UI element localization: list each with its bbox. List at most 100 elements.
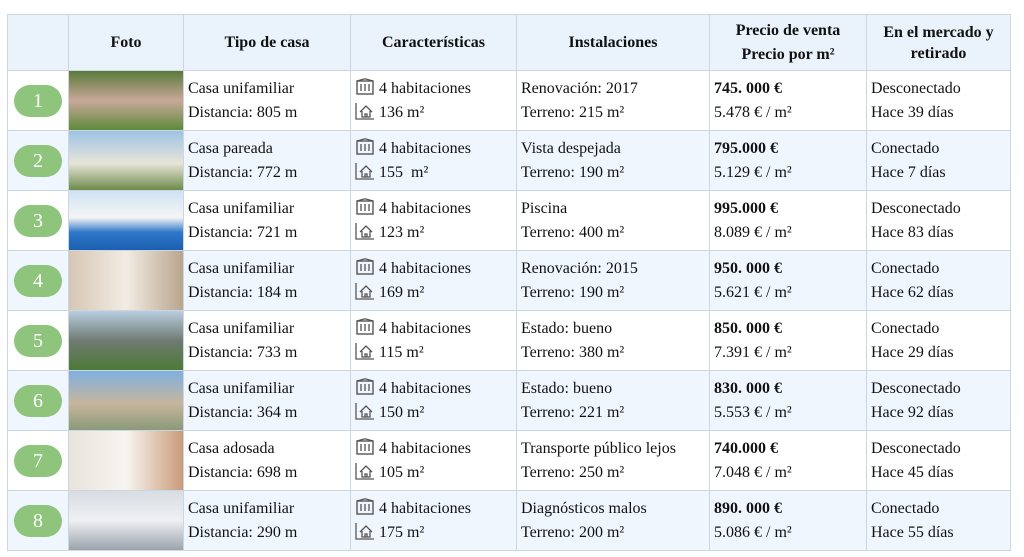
table-row: 5 Casa unifamiliar Distancia: 733 m 4 habit… [7, 310, 1011, 371]
feature: Piscina [521, 199, 568, 217]
price-per-m2: 5.478 € / m² [714, 103, 792, 121]
area-icon [355, 462, 374, 480]
header-cell: Precio de venta Precio por m² [709, 14, 867, 71]
market-cell: Desconectado Hace 92 días [866, 370, 1011, 431]
land-area: Terreno: 380 m² [521, 343, 625, 361]
house-photo [69, 491, 183, 550]
price: 950. 000 € [714, 259, 782, 277]
days-on-market: Hace 29 días [871, 343, 954, 361]
price-per-m2: 5.086 € / m² [714, 523, 792, 541]
table-body: 1 Casa unifamiliar Distancia: 805 m 4 habit… [7, 70, 1011, 551]
house-photo [69, 131, 183, 190]
house-type: Casa unifamiliar [188, 79, 295, 97]
price: 995.000 € [714, 199, 778, 217]
header-cell: Características [350, 14, 517, 71]
market-cell: Conectado Hace 7 días [866, 130, 1011, 191]
number-cell: 3 [7, 190, 69, 251]
status: Conectado [871, 259, 940, 277]
house-type: Casa unifamiliar [188, 199, 295, 217]
land-area: Terreno: 215 m² [521, 103, 625, 121]
header-text: Precio por m² [741, 45, 835, 63]
number-cell: 1 [7, 70, 69, 131]
number-cell: 5 [7, 310, 69, 371]
rooms-line: 4 habitaciones [355, 317, 512, 341]
features-cell: 4 habitaciones 115 m² [350, 310, 517, 371]
house-photo [69, 371, 183, 430]
house-type: Casa unifamiliar [188, 319, 295, 337]
price-cell: 830. 000 € 5.553 € / m² [709, 370, 867, 431]
rooms-icon [356, 137, 374, 155]
feature: Estado: bueno [521, 319, 613, 337]
type-cell: Casa pareada Distancia: 772 m [183, 130, 351, 191]
status: Desconectado [871, 379, 961, 397]
house-photo [69, 431, 183, 490]
row-number: 5 [14, 324, 62, 357]
price-cell: 995.000 € 8.089 € / m² [709, 190, 867, 251]
rooms-line: 4 habitaciones [355, 497, 512, 521]
table-row: 1 Casa unifamiliar Distancia: 805 m 4 habit… [7, 70, 1011, 131]
house-photo [69, 71, 183, 130]
market-cell: Desconectado Hace 39 días [866, 70, 1011, 131]
feature: Vista despejada [521, 139, 621, 157]
area: 150 m² [379, 403, 425, 421]
area-icon [355, 402, 374, 420]
row-number: 3 [14, 204, 62, 237]
land-area: Terreno: 221 m² [521, 403, 625, 421]
price-per-m2: 7.048 € / m² [714, 463, 792, 481]
table-row: 4 Casa unifamiliar Distancia: 184 m 4 habit… [7, 250, 1011, 311]
price-cell: 850. 000 € 7.391 € / m² [709, 310, 867, 371]
market-cell: Conectado Hace 62 días [866, 250, 1011, 311]
area-icon [355, 522, 374, 540]
price: 830. 000 € [714, 379, 782, 397]
status: Conectado [871, 139, 940, 157]
listing-table: Foto Tipo de casa Características Instalaci… [7, 14, 1011, 551]
photo-cell [68, 250, 184, 311]
price: 745. 000 € [714, 79, 782, 97]
features-cell: 4 habitaciones 169 m² [350, 250, 517, 311]
feature: Renovación: 2017 [521, 79, 638, 97]
market-cell: Desconectado Hace 45 días [866, 430, 1011, 491]
area-line: 155 m² [355, 161, 512, 185]
type-cell: Casa unifamiliar Distancia: 364 m [183, 370, 351, 431]
installations-cell: Diagnósticos malos Terreno: 200 m² [516, 490, 710, 551]
features-cell: 4 habitaciones 150 m² [350, 370, 517, 431]
number-cell: 2 [7, 130, 69, 191]
market-cell: Desconectado Hace 83 días [866, 190, 1011, 251]
area-line: 136 m² [355, 101, 512, 125]
rooms: 4 habitaciones [379, 199, 471, 217]
table-row: 3 Casa unifamiliar Distancia: 721 m 4 habit… [7, 190, 1011, 251]
photo-cell [68, 130, 184, 191]
house-photo [69, 251, 183, 310]
rooms: 4 habitaciones [379, 139, 471, 157]
installations-cell: Transporte público lejos Terreno: 250 m² [516, 430, 710, 491]
features-cell: 4 habitaciones 175 m² [350, 490, 517, 551]
type-cell: Casa adosada Distancia: 698 m [183, 430, 351, 491]
number-cell: 8 [7, 490, 69, 551]
row-number: 4 [14, 264, 62, 297]
area-line: 175 m² [355, 521, 512, 545]
house-photo [69, 311, 183, 370]
area-icon [355, 342, 374, 360]
photo-cell [68, 430, 184, 491]
house-type: Casa unifamiliar [188, 259, 295, 277]
rooms: 4 habitaciones [379, 259, 471, 277]
distance: Distancia: 733 m [188, 343, 298, 361]
row-number: 7 [14, 444, 62, 477]
header-cell: Foto [68, 14, 184, 71]
price-per-m2: 7.391 € / m² [714, 343, 792, 361]
area-icon [355, 222, 374, 240]
land-area: Terreno: 250 m² [521, 463, 625, 481]
land-area: Terreno: 190 m² [521, 163, 625, 181]
house-type: Casa unifamiliar [188, 379, 295, 397]
distance: Distancia: 290 m [188, 523, 298, 541]
feature: Transporte público lejos [521, 439, 676, 457]
features-cell: 4 habitaciones 105 m² [350, 430, 517, 491]
status: Desconectado [871, 439, 961, 457]
rooms-line: 4 habitaciones [355, 77, 512, 101]
table-row: 2 Casa pareada Distancia: 772 m 4 habitacio… [7, 130, 1011, 191]
area-icon [355, 162, 374, 180]
installations-cell: Estado: bueno Terreno: 221 m² [516, 370, 710, 431]
land-area: Terreno: 190 m² [521, 283, 625, 301]
installations-cell: Vista despejada Terreno: 190 m² [516, 130, 710, 191]
row-number: 8 [14, 504, 62, 537]
